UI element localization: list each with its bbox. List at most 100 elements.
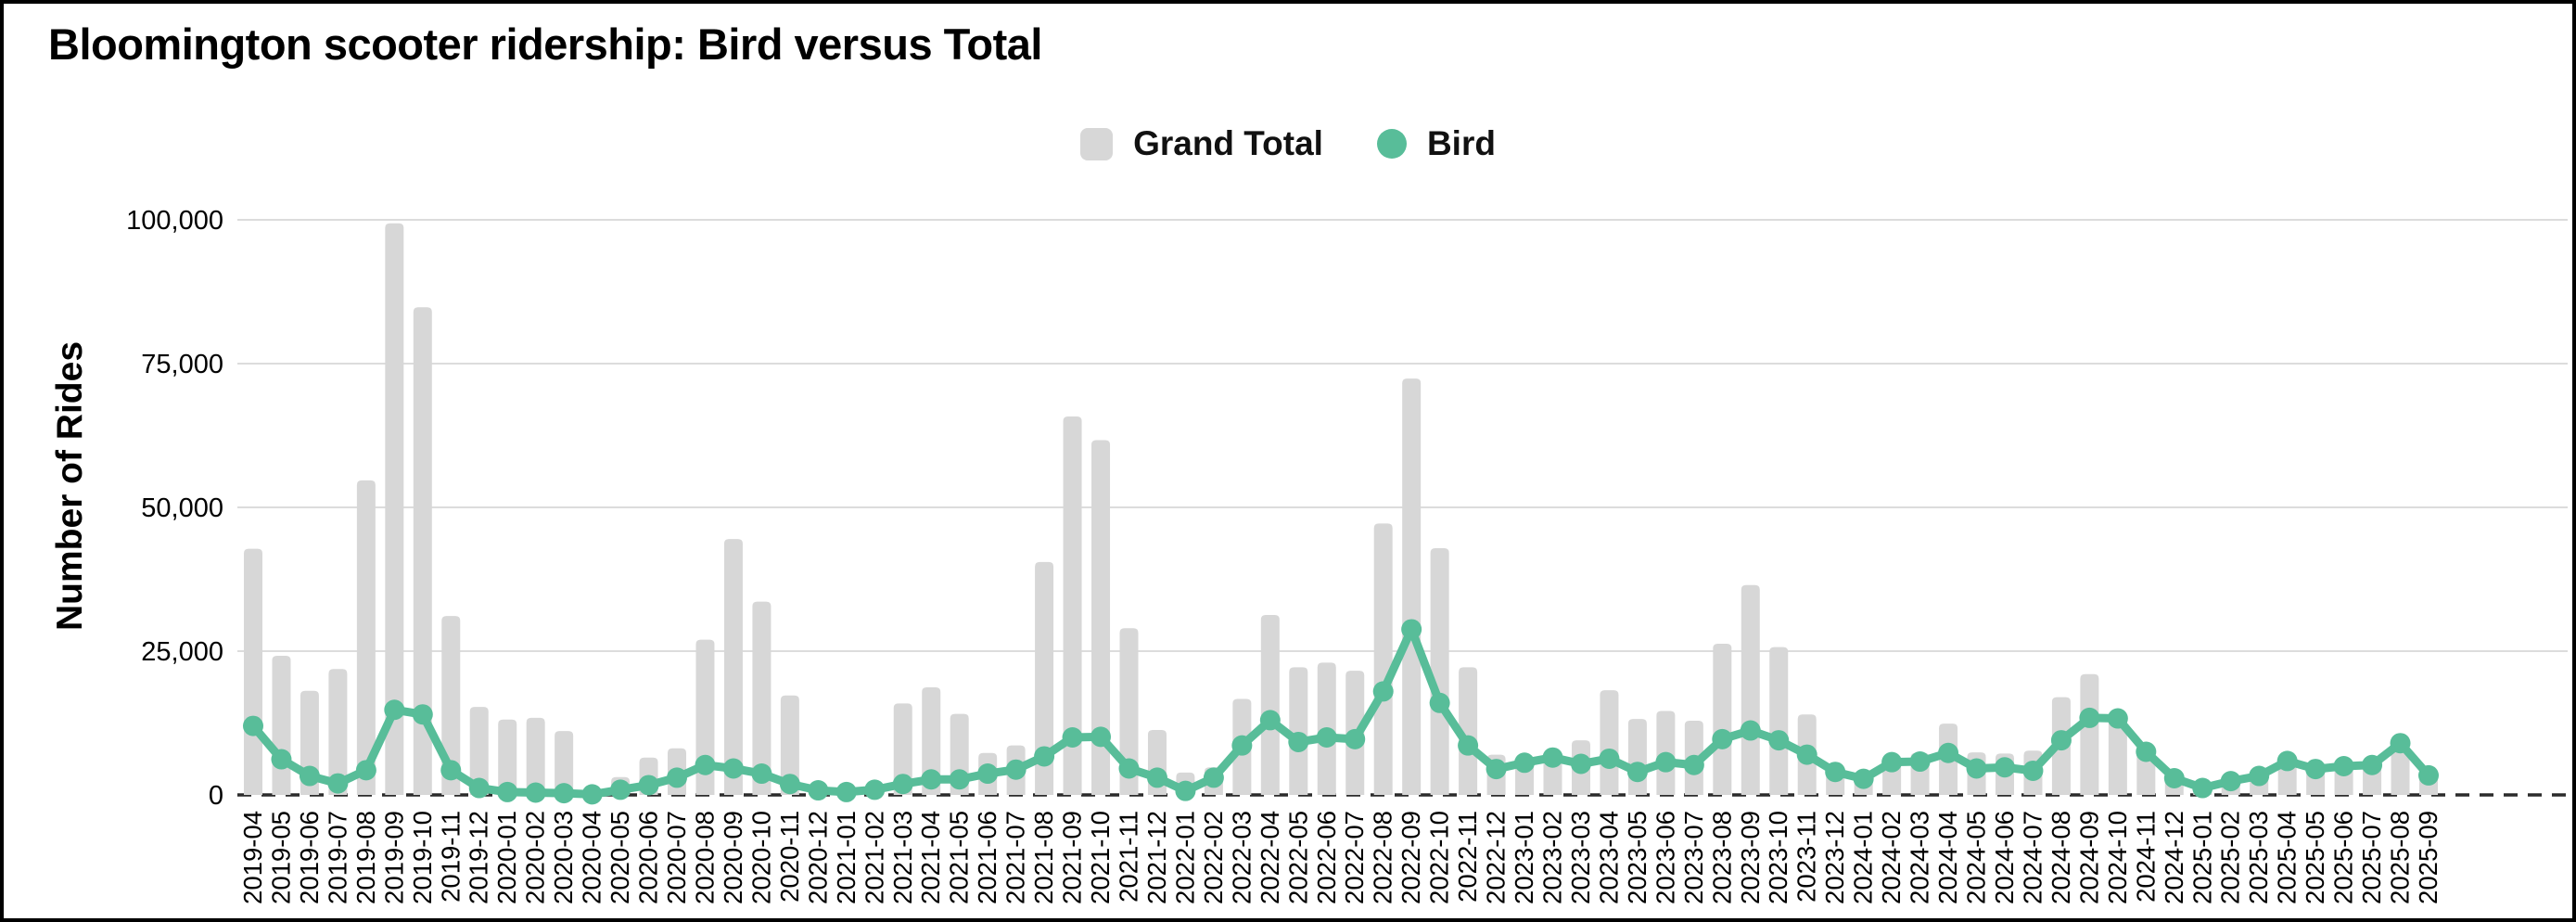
bird-point	[1203, 767, 1224, 788]
bird-point	[1825, 762, 1846, 783]
x-tick-label: 2020-08	[690, 811, 719, 904]
bird-point	[1062, 727, 1083, 748]
grand-total-bar	[244, 548, 262, 795]
bird-point	[1966, 758, 1987, 779]
bird-point	[1626, 762, 1648, 783]
x-tick-label: 2021-08	[1029, 811, 1058, 904]
bird-point	[1853, 768, 1874, 789]
chart-title: Bloomington scooter ridership: Bird vers…	[48, 19, 1042, 69]
bird-point	[1768, 730, 1790, 751]
bird-point	[1005, 759, 1027, 780]
bird-point	[271, 749, 292, 770]
bird-point	[638, 775, 659, 796]
bird-point	[2362, 754, 2383, 775]
bird-point	[2333, 756, 2354, 776]
x-tick-label: 2023-12	[1820, 811, 1849, 904]
bird-point	[2418, 764, 2439, 786]
x-tick-label: 2023-06	[1651, 811, 1679, 904]
bird-point	[1372, 681, 1394, 702]
grand-total-bar	[1289, 667, 1308, 795]
x-tick-label: 2019-06	[295, 811, 324, 904]
bird-point	[892, 774, 913, 795]
bird-point	[1429, 692, 1450, 713]
bird-point	[581, 784, 603, 805]
grand-total-bar	[2108, 717, 2127, 795]
bird-point	[949, 769, 970, 790]
bird-point	[2050, 730, 2072, 751]
grand-total-bar	[526, 717, 545, 795]
x-tick-label: 2024-04	[1933, 811, 1962, 904]
x-tick-label: 2025-06	[2329, 811, 2358, 904]
x-tick-label: 2022-11	[1453, 811, 1482, 903]
bird-point	[695, 754, 716, 775]
grand-total-bar	[1373, 523, 1393, 795]
grand-total-bar	[1430, 548, 1449, 795]
bird-point	[722, 758, 744, 779]
x-tick-label: 2024-08	[2047, 811, 2075, 904]
bird-point	[2192, 777, 2213, 799]
bird-point	[835, 781, 857, 802]
x-tick-label: 2025-08	[2386, 811, 2415, 904]
legend-item-grand-total: Grand Total	[1080, 124, 1323, 163]
bird-point	[1542, 747, 1563, 768]
x-tick-label: 2019-09	[379, 811, 408, 904]
x-tick-label: 2020-05	[606, 811, 634, 904]
bird-point	[243, 715, 263, 736]
legend-item-bird: Bird	[1376, 124, 1496, 163]
legend: Grand Total Bird	[4, 124, 2572, 163]
bird-point	[440, 760, 462, 781]
x-tick-label: 2023-05	[1623, 811, 1651, 904]
x-tick-label: 2025-05	[2301, 811, 2329, 904]
x-tick-label: 2022-01	[1170, 811, 1199, 904]
x-tick-label: 2022-07	[1340, 811, 1369, 904]
chart-svg: 0 25,000 50,000 75,000 100,000 2019-04 2019-05…	[126, 206, 2568, 904]
bird-point	[1938, 742, 1959, 763]
grand-total-bar	[2080, 673, 2099, 795]
x-tick-label: 2021-02	[860, 811, 888, 904]
bird-point	[497, 781, 518, 802]
x-tick-label: 2023-03	[1566, 811, 1595, 904]
bird-point	[667, 767, 688, 788]
bird-point	[327, 773, 349, 794]
x-tick-label: 2022-06	[1312, 811, 1341, 904]
bird-point	[977, 763, 999, 785]
bird-point	[1146, 767, 1167, 788]
bird-point	[2390, 733, 2411, 754]
bird-point	[1909, 751, 1931, 773]
bird-point	[1458, 735, 1479, 756]
x-tick-label: 2020-04	[578, 811, 606, 904]
x-tick-label: 2025-01	[2187, 811, 2216, 904]
bird-point	[2305, 759, 2327, 780]
grand-total-bar	[1260, 614, 1280, 795]
bird-point	[1345, 728, 1366, 749]
grand-total-bar	[413, 307, 432, 795]
bird-point	[1655, 751, 1677, 773]
grand-total-bar	[555, 731, 574, 795]
x-tick-label: 2021-05	[945, 811, 974, 904]
grand-total-bar	[1627, 719, 1647, 795]
grand-total-bar	[1459, 667, 1478, 795]
grand-total-bar	[272, 655, 291, 795]
bird-point	[384, 699, 405, 721]
bird-point	[1231, 735, 1253, 756]
x-tick-label: 2024-01	[1849, 811, 1878, 904]
x-tick-label: 2021-12	[1142, 811, 1171, 904]
legend-label-grand-total: Grand Total	[1133, 124, 1323, 162]
bird-point	[1514, 752, 1536, 774]
bird-point	[2249, 765, 2270, 787]
grand-total-bar	[328, 669, 348, 795]
x-tick-label: 2023-02	[1538, 811, 1567, 904]
bird-point	[1570, 753, 1591, 775]
x-tick-label: 2021-01	[832, 811, 861, 904]
x-tick-label: 2020-12	[803, 811, 832, 904]
y-tick-label: 75,000	[141, 350, 223, 379]
bird-point	[2220, 771, 2241, 792]
grand-total-bar	[752, 601, 772, 795]
bird-point	[1118, 758, 1140, 779]
grand-total-bar	[1600, 690, 1619, 795]
grand-total-bar	[441, 616, 461, 795]
x-tick-label: 2020-11	[775, 811, 804, 903]
bird-point	[1259, 710, 1281, 731]
grand-total-bar	[1769, 647, 1789, 795]
bird-point	[864, 779, 886, 800]
